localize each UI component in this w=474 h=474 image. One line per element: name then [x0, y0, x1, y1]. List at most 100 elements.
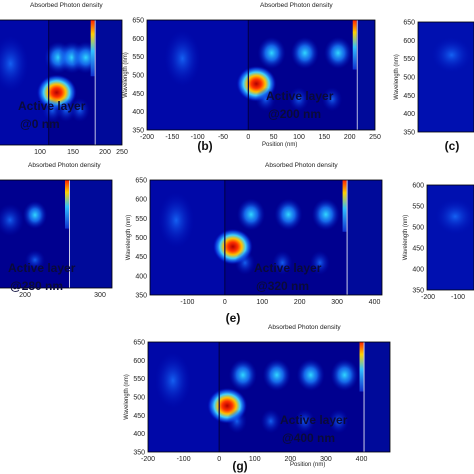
- field-lobe: [226, 409, 247, 434]
- x-tick-label: 100: [34, 149, 46, 156]
- field-lobe: [272, 250, 293, 275]
- x-tick-label: 200: [285, 456, 297, 463]
- plot-frame: [426, 184, 474, 291]
- x-axis-label: Position (nm): [290, 462, 325, 468]
- field-lobe: [311, 198, 340, 231]
- field-lobe: [328, 409, 349, 434]
- y-tick-label: 600: [135, 197, 147, 204]
- plot-frame: [147, 341, 391, 453]
- field-lobe: [257, 37, 286, 69]
- x-tick-label: 200: [19, 292, 31, 299]
- y-tick-label: 600: [133, 358, 145, 365]
- y-tick-label: 550: [135, 216, 147, 223]
- y-tick-label: 400: [403, 111, 415, 118]
- heatmap-field: [147, 20, 375, 130]
- x-tick-label: -100: [451, 294, 465, 301]
- chart-panel-5: Absorbed Photon density 350 400 450 500 550 60…: [126, 162, 383, 325]
- x-axis-label: Position (nm): [262, 142, 297, 148]
- substrate-region: [70, 180, 112, 288]
- y-tick-label: 450: [403, 93, 415, 100]
- x-tick-label: -150: [165, 134, 179, 141]
- field-lobe: [309, 250, 330, 275]
- heatmap-field: [148, 342, 390, 452]
- x-tick-label: 50: [270, 134, 278, 141]
- active-layer-depth: @320 nm: [256, 279, 309, 293]
- chart-title: Absorbed Photon density: [268, 324, 341, 331]
- plot-frame: [149, 179, 383, 296]
- substrate-region: [357, 20, 375, 130]
- y-tick-label: 600: [403, 38, 415, 45]
- panel-label: (e): [226, 311, 241, 325]
- y-axis-label: Wavelength (nm): [123, 52, 129, 97]
- field-lobe: [164, 30, 201, 87]
- field-lobe: [260, 409, 281, 434]
- x-tick-label: -50: [218, 134, 228, 141]
- x-tick-label: -100: [177, 456, 191, 463]
- x-tick-label: 0: [223, 299, 227, 306]
- field-lobe: [262, 359, 291, 391]
- x-tick-label: 150: [67, 149, 79, 156]
- x-tick-label: 300: [331, 299, 343, 306]
- substrate-region: [95, 20, 122, 145]
- y-tick-label: 400: [133, 431, 145, 438]
- field-lobe: [235, 250, 256, 275]
- y-tick-label: 350: [132, 128, 144, 135]
- x-tick-label: 200: [344, 134, 356, 141]
- heatmap-field: [418, 22, 474, 132]
- field-lobe: [330, 359, 359, 391]
- x-tick-label: -200: [421, 294, 435, 301]
- y-axis-label: Wavelength (nm): [394, 54, 400, 99]
- chart-title: Absorbed Photon density: [30, 2, 103, 9]
- field-lobe: [42, 98, 63, 122]
- x-tick-label: 0: [217, 456, 221, 463]
- field-lobe: [431, 37, 472, 73]
- field-lobe: [255, 87, 276, 112]
- y-tick-label: 650: [135, 178, 147, 185]
- y-tick-label: 500: [133, 395, 145, 402]
- plot-frame: [417, 21, 474, 133]
- y-tick-label: 450: [412, 246, 424, 253]
- y-tick-label: 600: [132, 36, 144, 43]
- x-tick-label: 300: [94, 292, 106, 299]
- field-lobe: [158, 192, 195, 249]
- field-lobe: [69, 98, 90, 122]
- y-axis-label: Wavelength (nm): [403, 215, 409, 260]
- active-layer-label: Active layer: [280, 413, 348, 427]
- chart-panel-3: 350 400 450 500 550 600 650 Wavelength (nm) (c): [394, 20, 474, 153]
- field-lobe: [322, 87, 343, 112]
- chart-title: Absorbed Photon density: [265, 162, 338, 169]
- heatmap-field: [427, 185, 474, 290]
- field-lobe: [294, 409, 315, 434]
- electrode-stripe: [342, 180, 347, 232]
- x-tick-label: 100: [256, 299, 268, 306]
- y-tick-label: 550: [412, 204, 424, 211]
- active-layer-label: Active layer: [8, 261, 76, 275]
- x-tick-label: 250: [369, 134, 381, 141]
- x-tick-label: -200: [140, 134, 154, 141]
- x-tick-label: 0: [246, 134, 250, 141]
- field-lobe: [237, 198, 266, 231]
- y-tick-label: 400: [135, 273, 147, 280]
- x-tick-label: 300: [320, 456, 332, 463]
- y-tick-label: 400: [132, 109, 144, 116]
- x-tick-label: 200: [99, 149, 111, 156]
- field-lobe: [71, 41, 100, 74]
- field-lobe: [25, 250, 45, 270]
- active-layer-depth: @0 nm: [20, 117, 60, 131]
- x-tick-label: -200: [141, 456, 155, 463]
- y-tick-label: 500: [135, 235, 147, 242]
- chart-panel-6: 350 400 450 500 550 600 Wavelength (nm) -200 -10…: [403, 183, 474, 301]
- y-tick-label: 350: [133, 450, 145, 457]
- y-tick-label: 650: [132, 18, 144, 25]
- chart-panel-1: Absorbed Photon density 100 150 200 250 Activ…: [0, 2, 128, 156]
- y-tick-label: 500: [412, 225, 424, 232]
- field-lobe: [23, 201, 47, 229]
- chart-title: Absorbed Photon density: [260, 2, 333, 9]
- plot-frame: [0, 179, 113, 289]
- y-tick-label: 350: [135, 293, 147, 300]
- x-tick-label: -100: [191, 134, 205, 141]
- field-lobe: [435, 198, 474, 235]
- active-layer-label: Active layer: [254, 261, 322, 275]
- chart-panel-2: Absorbed Photon density35040045050055060…: [123, 2, 381, 153]
- y-tick-label: 650: [133, 340, 145, 347]
